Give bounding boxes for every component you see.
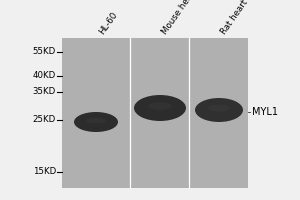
- Ellipse shape: [148, 102, 172, 110]
- Text: HL-60: HL-60: [97, 10, 119, 36]
- Ellipse shape: [86, 117, 106, 123]
- Text: Mouse heart: Mouse heart: [160, 0, 198, 36]
- Text: 40KD: 40KD: [33, 72, 56, 80]
- Ellipse shape: [208, 105, 230, 112]
- Text: 55KD: 55KD: [33, 47, 56, 56]
- Ellipse shape: [134, 95, 186, 121]
- Ellipse shape: [195, 98, 243, 122]
- Text: 35KD: 35KD: [33, 88, 56, 97]
- Text: MYL1: MYL1: [252, 107, 278, 117]
- Bar: [62, 38, 248, 188]
- Ellipse shape: [74, 112, 118, 132]
- Text: Rat heart: Rat heart: [219, 0, 249, 36]
- Text: 25KD: 25KD: [33, 116, 56, 124]
- Text: 15KD: 15KD: [33, 168, 56, 176]
